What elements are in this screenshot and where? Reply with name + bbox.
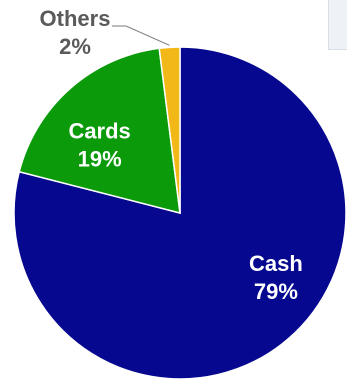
- slice-value-others: 2%: [59, 34, 91, 59]
- pie-slice-cards: [18, 47, 181, 215]
- background-panel: [328, 0, 347, 50]
- slice-value-cards: 19%: [78, 147, 122, 172]
- slice-label-cards: Cards: [68, 119, 130, 144]
- pie-slice-cash: [13, 46, 347, 380]
- slice-label-others: Others: [40, 6, 111, 31]
- pie-slice-others: [158, 46, 181, 214]
- slice-value-cash: 79%: [254, 279, 298, 304]
- leader-line-others: [112, 25, 170, 46]
- slice-label-cash: Cash: [249, 251, 303, 276]
